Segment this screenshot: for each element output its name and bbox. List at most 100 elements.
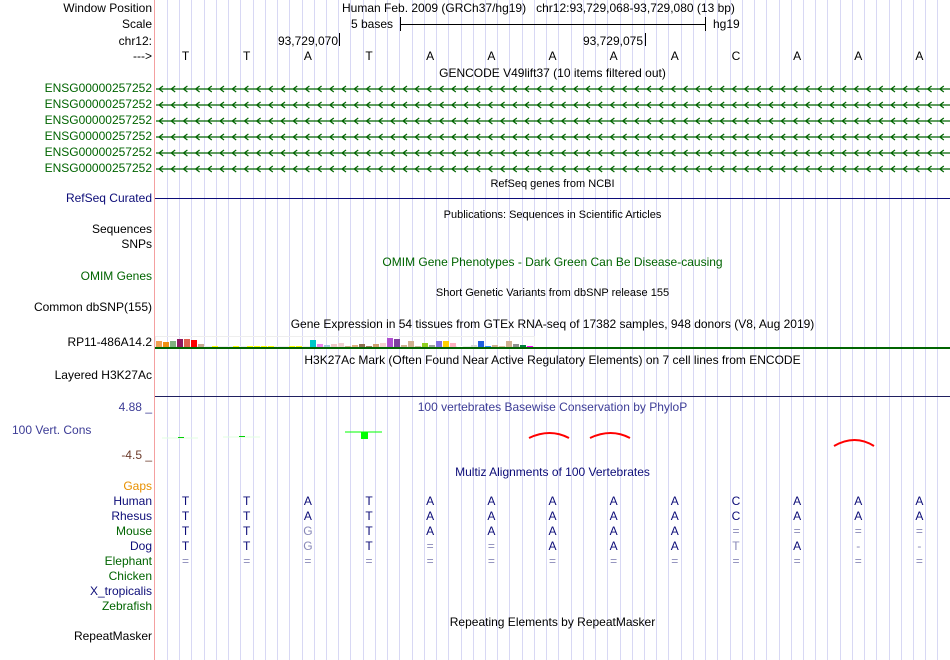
gtex-bar[interactable] bbox=[345, 346, 351, 347]
gtex-bar[interactable] bbox=[443, 341, 449, 347]
gtex-bar[interactable] bbox=[450, 343, 456, 347]
phylop-peak bbox=[528, 432, 570, 439]
gencode-gene-label[interactable]: ENSG00000257252 bbox=[44, 129, 152, 143]
publications-label-1[interactable]: Sequences bbox=[91, 222, 152, 236]
gtex-bar[interactable] bbox=[429, 345, 435, 347]
gtex-bar[interactable] bbox=[268, 346, 274, 347]
base-letter: A bbox=[793, 49, 802, 63]
grid-line bbox=[913, 0, 914, 660]
repeatmasker-label[interactable]: RepeatMasker bbox=[73, 629, 152, 643]
gtex-bar[interactable] bbox=[415, 346, 421, 347]
multiz-base: A bbox=[487, 524, 496, 538]
grid-line bbox=[864, 0, 865, 660]
gtex-bar[interactable] bbox=[170, 341, 176, 347]
gtex-bar[interactable] bbox=[506, 341, 512, 347]
h3k27ac-label[interactable]: Layered H3K27Ac bbox=[54, 368, 152, 382]
multiz-species-label[interactable]: X_tropicalis bbox=[89, 584, 152, 598]
multiz-species-label[interactable]: Dog bbox=[129, 539, 152, 553]
gtex-bar[interactable] bbox=[191, 340, 197, 347]
gtex-bar[interactable] bbox=[527, 346, 533, 347]
gtex-bar[interactable] bbox=[184, 339, 190, 347]
gencode-gene-label[interactable]: ENSG00000257252 bbox=[44, 113, 152, 127]
multiz-base: A bbox=[548, 524, 557, 538]
refseq-gene-line[interactable] bbox=[155, 198, 950, 199]
gtex-bar[interactable] bbox=[359, 344, 365, 347]
gtex-bar[interactable] bbox=[408, 341, 414, 347]
multiz-base: A bbox=[915, 509, 924, 523]
gtex-bar[interactable] bbox=[289, 346, 295, 347]
gtex-bar[interactable] bbox=[198, 344, 204, 347]
phylop-mark bbox=[239, 436, 245, 437]
multiz-base: A bbox=[793, 539, 802, 553]
gtex-bar[interactable] bbox=[233, 346, 239, 347]
grid-line bbox=[277, 0, 278, 660]
gtex-bar[interactable] bbox=[436, 341, 442, 347]
refseq-label[interactable]: RefSeq Curated bbox=[65, 191, 152, 205]
gtex-bar[interactable] bbox=[254, 346, 260, 347]
gtex-bar[interactable] bbox=[520, 345, 526, 347]
gtex-label[interactable]: RP11-486A14.2 bbox=[67, 335, 152, 349]
gtex-bar[interactable] bbox=[457, 346, 463, 347]
gtex-bar[interactable] bbox=[499, 346, 505, 347]
gene-model[interactable] bbox=[155, 100, 950, 110]
gencode-gene-label[interactable]: ENSG00000257252 bbox=[44, 81, 152, 95]
multiz-species-label[interactable]: Chicken bbox=[108, 569, 152, 583]
scale-assembly: hg19 bbox=[713, 17, 740, 31]
gtex-bar[interactable] bbox=[177, 339, 183, 347]
gencode-gene-label[interactable]: ENSG00000257252 bbox=[44, 97, 152, 111]
multiz-species-label[interactable]: Mouse bbox=[115, 524, 152, 538]
gene-model[interactable] bbox=[155, 116, 950, 126]
grid-line bbox=[375, 0, 376, 660]
gene-model[interactable] bbox=[155, 148, 950, 158]
grid-line bbox=[412, 0, 413, 660]
gtex-bar[interactable] bbox=[513, 344, 519, 347]
gencode-gene-label[interactable]: ENSG00000257252 bbox=[44, 145, 152, 159]
gtex-bar[interactable] bbox=[163, 342, 169, 347]
grid-line bbox=[730, 0, 731, 660]
gtex-bar[interactable] bbox=[310, 340, 316, 347]
gene-model[interactable] bbox=[155, 84, 950, 94]
gtex-bar[interactable] bbox=[324, 345, 330, 347]
grid-line bbox=[240, 0, 241, 660]
multiz-base: = bbox=[915, 524, 923, 538]
gene-model[interactable] bbox=[155, 164, 950, 174]
gtex-bar[interactable] bbox=[478, 341, 484, 347]
gtex-bar[interactable] bbox=[352, 345, 358, 347]
gtex-bar[interactable] bbox=[485, 346, 491, 347]
grid-line bbox=[937, 0, 938, 660]
phylop-label[interactable]: 100 Vert. Cons bbox=[12, 423, 92, 437]
dbsnp-label[interactable]: Common dbSNP(155) bbox=[33, 300, 152, 314]
gtex-bar[interactable] bbox=[212, 346, 218, 347]
multiz-species-label[interactable]: Rhesus bbox=[111, 509, 152, 523]
gtex-bar[interactable] bbox=[471, 345, 477, 347]
gtex-bar[interactable] bbox=[492, 345, 498, 347]
gtex-bar[interactable] bbox=[394, 339, 400, 347]
grid-line bbox=[216, 0, 217, 660]
omim-label[interactable]: OMIM Genes bbox=[80, 269, 152, 283]
gtex-bar[interactable] bbox=[156, 341, 162, 347]
multiz-species-label[interactable]: Human bbox=[113, 494, 152, 508]
gtex-bar[interactable] bbox=[401, 345, 407, 347]
gtex-bar[interactable] bbox=[296, 346, 302, 347]
multiz-base: = bbox=[915, 554, 923, 568]
gene-model[interactable] bbox=[155, 132, 950, 142]
gtex-bar[interactable] bbox=[422, 343, 428, 347]
gtex-bar[interactable] bbox=[366, 346, 372, 347]
base-letter: T bbox=[365, 49, 373, 63]
gencode-title: GENCODE V49lift37 (10 items filtered out… bbox=[439, 66, 666, 80]
multiz-base: A bbox=[426, 524, 435, 538]
gtex-bar[interactable] bbox=[380, 343, 386, 347]
publications-label-2[interactable]: SNPs bbox=[121, 237, 152, 251]
gtex-bar[interactable] bbox=[338, 343, 344, 347]
label-divider bbox=[154, 0, 155, 660]
gtex-bar[interactable] bbox=[387, 338, 393, 347]
gtex-bar[interactable] bbox=[373, 344, 379, 347]
multiz-species-label[interactable]: Zebrafish bbox=[101, 599, 152, 613]
gtex-bar[interactable] bbox=[261, 346, 267, 347]
gtex-bar[interactable] bbox=[317, 344, 323, 347]
gtex-bar[interactable] bbox=[331, 344, 337, 347]
gtex-bar[interactable] bbox=[247, 346, 253, 347]
gencode-gene-label[interactable]: ENSG00000257252 bbox=[44, 161, 152, 175]
multiz-species-label[interactable]: Elephant bbox=[104, 554, 152, 568]
